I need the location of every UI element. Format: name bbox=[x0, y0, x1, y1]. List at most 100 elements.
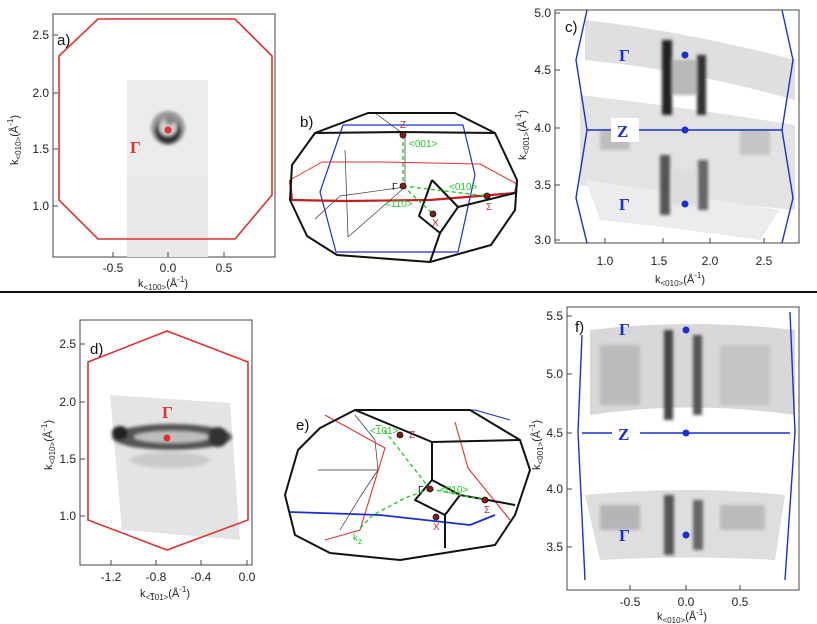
panel-e-label: e) bbox=[296, 417, 309, 434]
panel-e-point-z bbox=[396, 431, 404, 439]
panel-c-xtick-1: 1.5 bbox=[651, 254, 668, 268]
panel-f-ytick-3: 4.0 bbox=[546, 482, 563, 496]
panel-c-gamma-bottom-label: Γ bbox=[619, 195, 630, 214]
panel-f-xtick-0: -0.5 bbox=[620, 595, 641, 609]
panel-b-bz-lines bbox=[288, 112, 519, 263]
panel-f-z-point bbox=[682, 429, 690, 437]
panel-d-label: d) bbox=[90, 341, 103, 358]
panel-f-gamma-bottom-point bbox=[682, 531, 690, 539]
panel-f-ytick-4: 3.5 bbox=[546, 540, 563, 554]
panel-b-x-label: X bbox=[432, 218, 439, 229]
panel-f-ytick-0: 5.5 bbox=[546, 309, 563, 323]
panel-e-z-label: Z bbox=[409, 430, 415, 441]
panel-d-ytick-1: 2.0 bbox=[59, 395, 76, 409]
panel-f-xlabel: k<010>(Å-1) bbox=[657, 608, 707, 624]
panel-b-sigma-label: Σ bbox=[486, 202, 492, 213]
panel-d-gamma-point bbox=[163, 434, 171, 442]
panel-d-xtick-0: -1.2 bbox=[101, 570, 122, 584]
panel-c-ylabel: k<001>(Å-1) bbox=[514, 110, 531, 160]
panel-e-sigma-label: Σ bbox=[484, 505, 490, 516]
panel-c-intensity-map bbox=[580, 20, 795, 240]
panel-e-x-label: X bbox=[433, 522, 440, 533]
panel-f-gamma-bottom-label: Γ bbox=[619, 526, 630, 545]
panel-f-frame bbox=[566, 306, 800, 591]
panel-a-ytick-1: 2.0 bbox=[32, 86, 49, 100]
panel-d-ytick-0: 2.5 bbox=[59, 337, 76, 351]
panel-e-kz-label: kz bbox=[353, 533, 362, 546]
panel-c-z-point bbox=[681, 126, 689, 134]
panel-b-gamma-label: Γ bbox=[392, 182, 398, 193]
panel-a-label: a) bbox=[57, 32, 70, 49]
panel-c-xtick-3: 2.5 bbox=[756, 254, 773, 268]
panel-a-xtick-1: 0.0 bbox=[160, 261, 177, 275]
panel-b-point-sigma bbox=[483, 192, 491, 200]
panel-c-ytick-2: 4.0 bbox=[534, 121, 551, 135]
panel-e-gamma-label: Γ bbox=[418, 485, 424, 496]
panel-c-z-label: Z bbox=[617, 122, 628, 141]
panel-f-z-label: Z bbox=[618, 425, 629, 444]
panel-c-gamma-top-point bbox=[681, 51, 689, 59]
panel-d-ylabel: k<010>(Å-1) bbox=[40, 420, 57, 470]
panel-c-ticks bbox=[555, 12, 765, 243]
panel-d-xlabel: k<101>(Å-1) bbox=[140, 585, 190, 602]
panel-f-gamma-top-label: Γ bbox=[619, 320, 630, 339]
panel-d-ytick-2: 1.5 bbox=[59, 452, 76, 466]
panel-e-point-gamma bbox=[426, 485, 434, 493]
panel-c-gamma-bottom-point bbox=[681, 200, 689, 208]
panel-c-frame bbox=[554, 9, 800, 244]
panel-b-dir-010: <010> bbox=[449, 182, 478, 193]
panel-a-bz-outline bbox=[58, 18, 273, 240]
panel-f: Γ Z Γ f) -0.5 0.0 0.5 5.5 5.0 4.5 4.0 3.… bbox=[528, 306, 800, 624]
panel-a-gamma-point bbox=[164, 126, 172, 134]
panel-f-intensity-map bbox=[585, 324, 795, 560]
panel-e-dir-101: <101> bbox=[370, 426, 399, 437]
panel-b-point-z bbox=[399, 131, 407, 139]
panel-c-gamma-top-label: Γ bbox=[619, 46, 630, 65]
panel-a: Γ a) -0.5 0.0 0.5 2.5 2.0 1.5 1.0 k<100>… bbox=[6, 13, 276, 292]
panel-c-label: c) bbox=[565, 19, 578, 36]
panel-e-dir-010: <010> bbox=[440, 485, 469, 496]
panel-d-xtick-2: -0.4 bbox=[191, 570, 212, 584]
panel-c-xtick-0: 1.0 bbox=[597, 254, 614, 268]
panel-c-ytick-0: 5.0 bbox=[534, 6, 551, 20]
panel-a-ytick-0: 2.5 bbox=[32, 28, 49, 42]
panel-b-point-x bbox=[429, 210, 437, 218]
panel-c: Γ Z Γ c) 1.0 1.5 2.0 2.5 5.0 4.5 4.0 3.5… bbox=[514, 6, 800, 288]
panel-b-dir-110: <110> bbox=[385, 199, 413, 210]
panel-a-ytick-3: 1.0 bbox=[32, 199, 49, 213]
panel-f-ylabel: k<001>(Å-1) bbox=[528, 420, 545, 470]
panel-d-bz-outline bbox=[87, 330, 249, 551]
panel-a-ytick-2: 1.5 bbox=[32, 142, 49, 156]
panel-a-ylabel: k<010>(Å-1) bbox=[6, 115, 23, 165]
panel-d-ticks bbox=[80, 343, 248, 565]
panel-e-point-x bbox=[432, 513, 440, 521]
panel-a-ticks bbox=[53, 34, 225, 257]
panel-c-xlabel: k<010>(Å-1) bbox=[655, 271, 705, 288]
panel-c-xtick-2: 2.0 bbox=[702, 254, 719, 268]
panel-f-ytick-2: 4.5 bbox=[546, 426, 563, 440]
panel-f-label: f) bbox=[575, 319, 584, 336]
panel-b-dir-001: <001> bbox=[409, 139, 438, 150]
panel-a-xtick-2: 0.5 bbox=[216, 261, 233, 275]
panel-f-gamma-top-point bbox=[682, 326, 690, 334]
panel-e: e) bbox=[284, 409, 531, 561]
panel-b-z-label: Z bbox=[400, 120, 406, 131]
panel-c-ytick-4: 3.0 bbox=[534, 233, 551, 247]
panel-e-point-sigma bbox=[481, 496, 489, 504]
panel-f-xtick-2: 0.5 bbox=[732, 595, 749, 609]
panel-a-gamma-label: Γ bbox=[130, 138, 141, 157]
panel-f-ticks bbox=[567, 315, 741, 590]
panel-c-ytick-1: 4.5 bbox=[534, 63, 551, 77]
panel-a-xlabel: k<100>(Å-1) bbox=[138, 275, 188, 292]
panel-f-xtick-1: 0.0 bbox=[678, 595, 695, 609]
panel-d-xtick-3: 0.0 bbox=[239, 570, 256, 584]
panel-d: Γ d) -1.2 -0.8 -0.4 0.0 2.5 2.0 1.5 1.0 … bbox=[40, 319, 256, 602]
panel-d-gamma-label: Γ bbox=[162, 403, 173, 422]
panel-d-xtick-1: -0.8 bbox=[146, 570, 167, 584]
panel-b: b) bbox=[288, 112, 519, 263]
panel-e-bz-lines bbox=[284, 409, 531, 561]
panel-f-ytick-1: 5.0 bbox=[546, 367, 563, 381]
panel-c-ytick-3: 3.5 bbox=[534, 178, 551, 192]
panel-a-xtick-0: -0.5 bbox=[103, 261, 124, 275]
